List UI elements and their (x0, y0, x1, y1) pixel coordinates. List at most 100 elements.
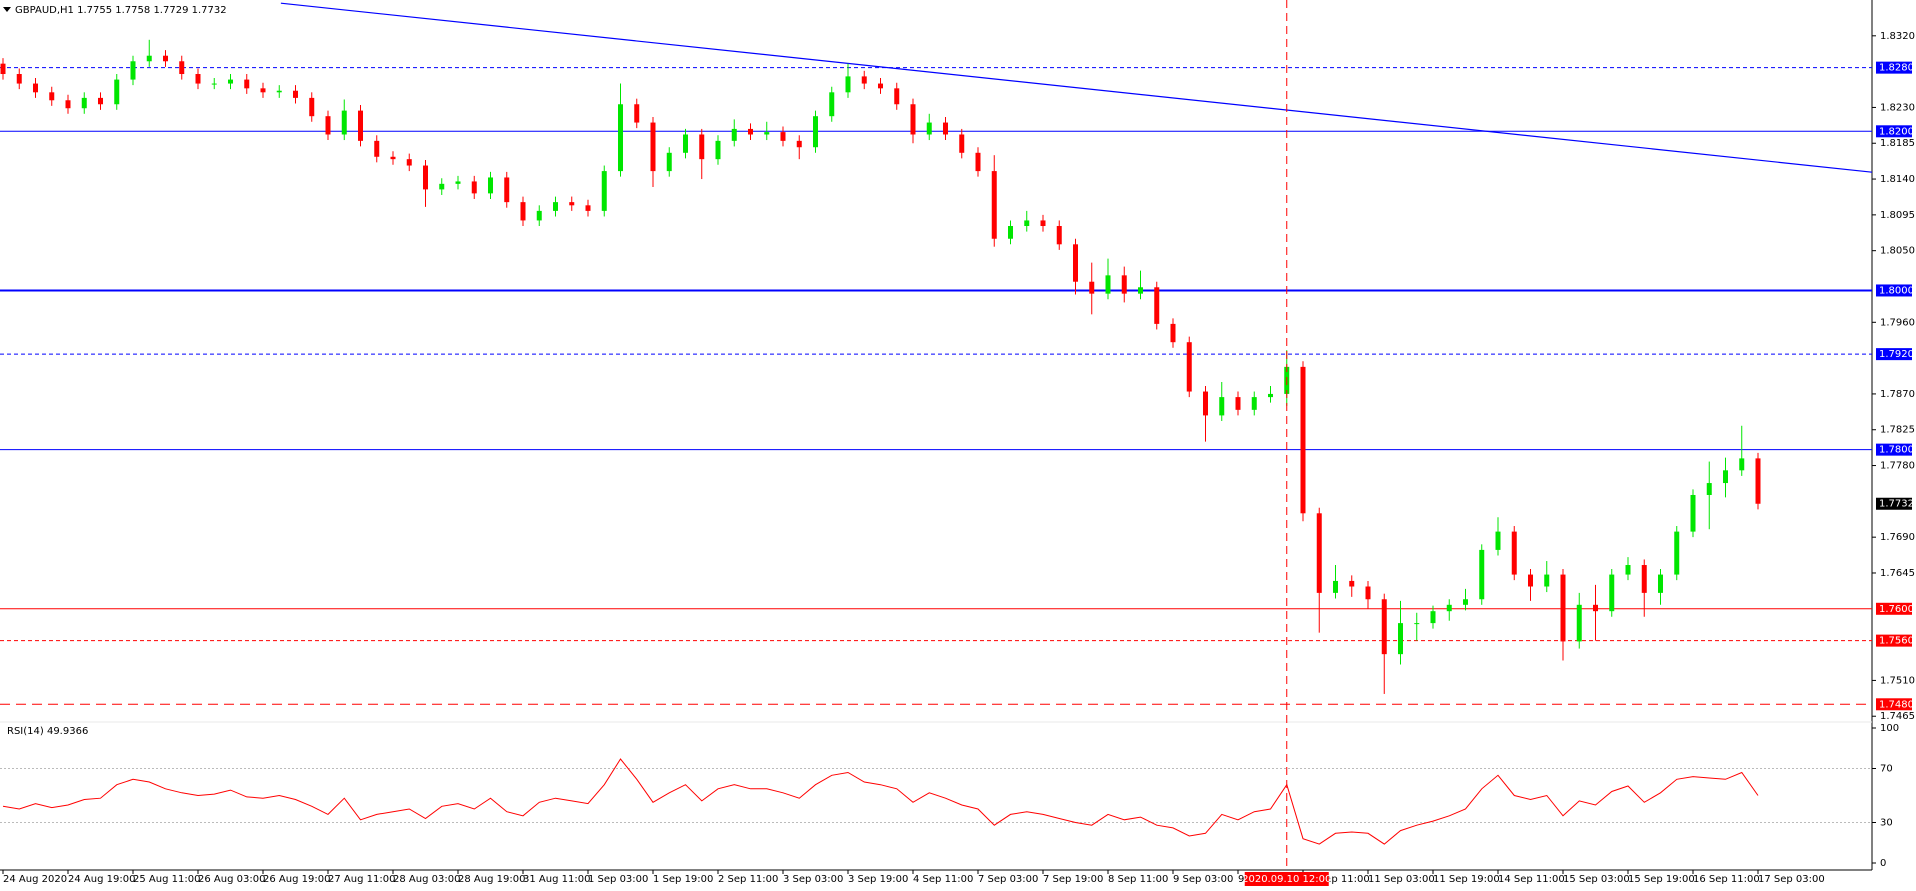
candle-body (309, 97, 315, 117)
candle-body (1073, 244, 1078, 282)
y-tick-label: 1.8140 (1880, 174, 1915, 185)
candle-body (260, 88, 266, 93)
x-tick-label: 17 Sep 03:00 (1758, 874, 1825, 885)
y-tick-label: 1.7825 (1880, 425, 1915, 436)
rsi-tick-label: 30 (1880, 818, 1893, 829)
candle-body (1739, 458, 1745, 471)
candle-body (1219, 397, 1225, 416)
candle-body (130, 61, 136, 80)
candle-body (98, 97, 103, 105)
candle-body (1316, 513, 1322, 593)
menu-arrow[interactable] (3, 7, 11, 12)
candle-body (731, 128, 737, 141)
level-label-box (1876, 698, 1912, 711)
y-tick-label: 1.7690 (1880, 532, 1915, 543)
level-label: 1.7800 (1879, 445, 1914, 456)
candle-body (569, 202, 575, 206)
candle-body (1398, 623, 1403, 655)
candle-body (1365, 586, 1371, 600)
candle-body (553, 202, 558, 211)
candle-body (796, 140, 802, 148)
candle-body (1528, 574, 1533, 587)
x-tick-label: 9 Sep 03:00 (1173, 874, 1233, 885)
candle-body (488, 177, 493, 194)
candle-body (1154, 287, 1160, 324)
candle-body (1495, 531, 1501, 550)
candle-body (878, 83, 883, 89)
candle-body (683, 134, 688, 153)
candle-body (1479, 549, 1485, 600)
candle-body (1706, 483, 1712, 495)
candle-body (1170, 323, 1176, 343)
candle-body (991, 171, 997, 239)
candle-body (1463, 599, 1468, 605)
crosshair-label-box (1244, 872, 1329, 886)
rsi-tick-label: 70 (1880, 764, 1893, 775)
x-tick-label: 11 Sep 03:00 (1368, 874, 1435, 885)
x-tick-label: 26 Aug 03:00 (198, 874, 265, 885)
candle-body (0, 63, 6, 75)
candle-body (374, 140, 380, 157)
x-tick-label: 15 Sep 03:00 (1563, 874, 1630, 885)
candle-body (423, 165, 428, 190)
candle-body (341, 110, 347, 135)
level-label: 1.8000 (1879, 285, 1914, 296)
candle-body (1186, 342, 1192, 392)
candle-body (748, 128, 753, 135)
x-tick-label: 26 Aug 19:00 (263, 874, 330, 885)
candle-body (293, 90, 298, 98)
rsi-line (2, 758, 1759, 845)
candle-body (618, 104, 623, 172)
candle-body (358, 110, 363, 141)
candle-body (179, 61, 185, 75)
candle-body (1105, 275, 1111, 294)
level-label-box (1876, 443, 1912, 456)
candle-body (1349, 580, 1355, 587)
x-tick-label: 14 Sep 11:00 (1498, 874, 1565, 885)
trendline (280, 2, 1873, 173)
x-tick-label: 11 Sep 19:00 (1433, 874, 1500, 885)
level-label-box (1876, 284, 1912, 297)
rsi-tick-label: 100 (1880, 723, 1899, 734)
x-tick-label: 16 Sep 11:00 (1693, 874, 1760, 885)
candle-body (390, 156, 396, 160)
candle-body (1414, 623, 1420, 625)
level-label: 1.8280 (1879, 63, 1914, 74)
candle-body (195, 74, 201, 84)
candle-body (1755, 458, 1761, 504)
candle-body (228, 79, 233, 84)
level-label-box (1876, 125, 1912, 138)
current-price-label: 1.7732 (1879, 499, 1914, 510)
candle-body (1008, 226, 1013, 239)
x-tick-label: 1 Sep 19:00 (653, 874, 713, 885)
y-tick-label: 1.7960 (1880, 317, 1915, 328)
candle-body (1381, 599, 1387, 655)
candle-body (1658, 574, 1663, 593)
y-tick-label: 1.7465 (1880, 711, 1915, 722)
x-tick-label: 24 Aug 2020 (3, 874, 67, 885)
candle-body (780, 132, 786, 141)
y-tick-label: 1.8185 (1880, 138, 1915, 149)
candle-body (1609, 574, 1615, 612)
candle-body (1089, 281, 1095, 294)
candle-body (146, 55, 152, 62)
candle-body (471, 181, 477, 194)
candle-body (163, 55, 168, 62)
candle-body (65, 100, 71, 109)
candle-body (829, 92, 835, 117)
level-label-box (1876, 348, 1912, 361)
candle-body (1625, 565, 1631, 575)
candle-body (585, 205, 591, 211)
level-label: 1.7480 (1879, 699, 1914, 710)
candle-body (504, 177, 510, 203)
candle-body (1138, 287, 1143, 294)
x-tick-label: 3 Sep 19:00 (848, 874, 908, 885)
level-label: 1.7920 (1879, 349, 1914, 360)
indicator-title: RSI(14) 49.9366 (7, 726, 88, 737)
y-tick-label: 1.8095 (1880, 210, 1915, 221)
level-label: 1.8200 (1879, 126, 1914, 137)
y-tick-label: 1.8320 (1880, 31, 1915, 42)
